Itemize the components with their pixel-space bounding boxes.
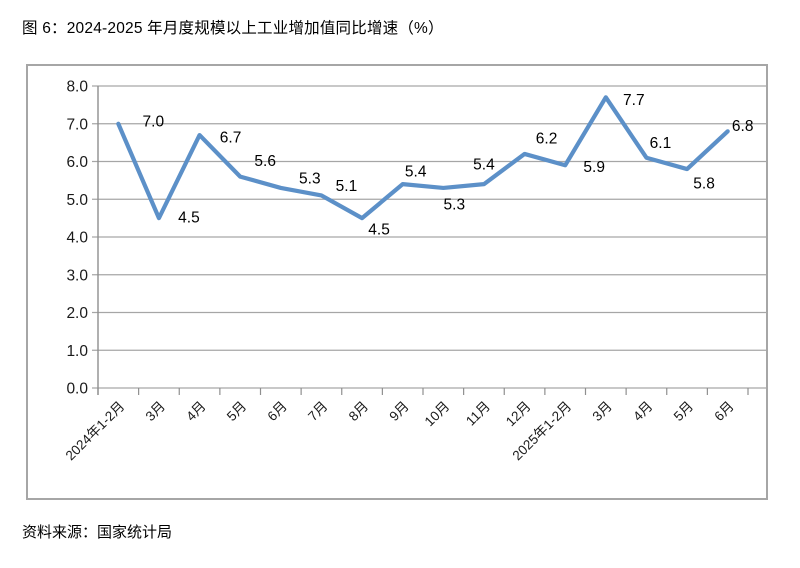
series-line: [116, 95, 730, 221]
x-axis-tick-label: 5月: [671, 399, 696, 424]
x-axis-tick-label: 4月: [183, 399, 208, 424]
data-label: 5.4: [473, 157, 495, 174]
x-axis-tick-label: 6月: [264, 399, 289, 424]
x-axis-tick-label: 4月: [630, 399, 655, 424]
y-axis-tick-label: 5.0: [66, 192, 88, 209]
x-axis-tick-label: 9月: [386, 399, 411, 424]
y-axis-tick-label: 7.0: [66, 116, 88, 133]
x-axis-tick-label: 7月: [305, 399, 330, 424]
data-label: 7.7: [623, 92, 645, 109]
data-label: 4.5: [178, 210, 200, 227]
data-label: 5.4: [405, 164, 427, 181]
x-axis-tick-label: 11月: [463, 399, 493, 429]
x-axis-tick-label: 8月: [346, 399, 371, 424]
data-label: 6.8: [732, 118, 754, 135]
y-axis-tick-label: 6.0: [66, 154, 88, 171]
y-axis-tick-label: 1.0: [66, 343, 88, 360]
data-label: 5.1: [336, 178, 358, 195]
y-axis-tick-label: 8.0: [66, 79, 88, 96]
data-label: 5.3: [299, 170, 321, 187]
data-label: 6.1: [650, 135, 672, 152]
x-axis-tick-label: 6月: [711, 399, 736, 424]
data-label: 5.3: [444, 196, 466, 213]
figure-title: 图 6：2024-2025 年月度规模以上工业增加值同比增速（%）: [22, 20, 444, 37]
data-label: 7.0: [143, 113, 165, 130]
y-axis-tick-label: 0.0: [66, 381, 88, 398]
data-label: 5.6: [254, 153, 276, 170]
source-note: 资料来源：国家统计局: [22, 524, 173, 541]
x-axis-tick-label: 12月: [503, 399, 534, 430]
chart-area: 8.0 7.0 6.0 5.0 4.0 3.0 2.0 1.0 0.0 2024年1-2月 3月 4月…: [26, 64, 768, 500]
x-axis-tick-label: 2024年1-2月: [63, 399, 128, 464]
x-axis-tick-label: 3月: [143, 399, 168, 424]
x-axis-tick-label: 5月: [224, 399, 249, 424]
data-label: 6.2: [536, 130, 558, 147]
data-label: 6.7: [220, 130, 242, 147]
x-axis-tick-label: 3月: [589, 399, 614, 424]
y-axis-tick-label: 2.0: [66, 305, 88, 322]
data-label: 5.8: [693, 176, 715, 193]
data-label: 4.5: [368, 222, 390, 239]
y-axis-tick-label: 4.0: [66, 230, 88, 247]
y-axis-tick-label: 3.0: [66, 267, 88, 284]
x-axis-tick-label: 10月: [422, 399, 453, 430]
data-label: 5.9: [583, 159, 605, 176]
